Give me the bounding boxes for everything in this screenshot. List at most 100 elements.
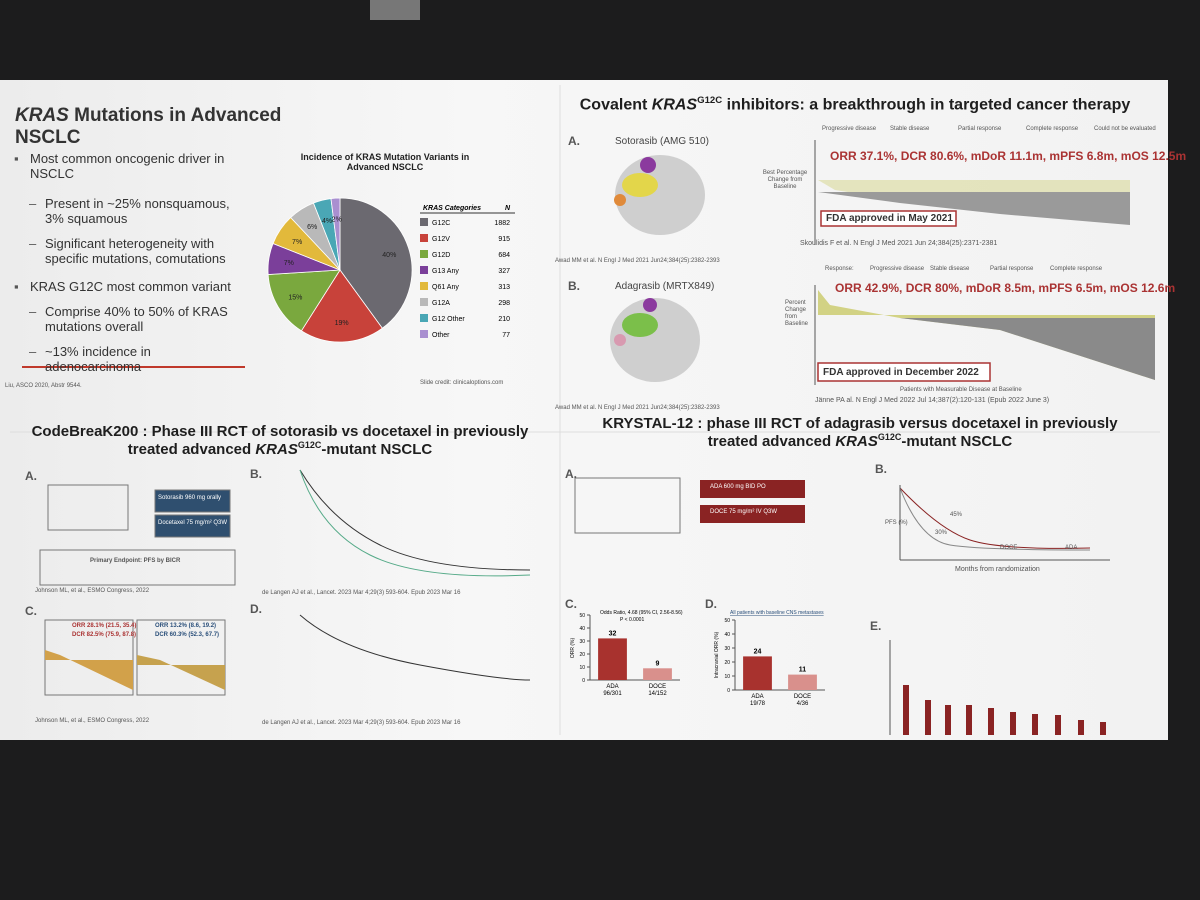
table-cell: G12V [432, 236, 450, 243]
bullet-marker: – [29, 304, 37, 319]
table-cell: 1882 [494, 220, 510, 227]
legend-swatch [420, 234, 428, 242]
approval: FDA approved in December 2022 [823, 367, 979, 378]
legend-entry: Stable disease [890, 126, 930, 132]
stats: ORR 42.9%, DCR 80%, mDoR 8.5m, mPFS 6.5m… [835, 281, 1176, 295]
table-header: N [505, 205, 511, 212]
legend-swatch [420, 330, 428, 338]
table-cell: 210 [498, 316, 510, 323]
title-part: Mutations in Advanced NSCLC [15, 105, 282, 148]
value-label: 24 [754, 648, 762, 655]
y-tick-label: 30 [579, 639, 585, 645]
table-cell: 915 [498, 236, 510, 243]
y-tick-label: 0 [582, 678, 585, 684]
bar [788, 674, 817, 690]
panel-letter: A. [565, 467, 577, 481]
bullet-marker: – [29, 344, 37, 359]
citation: Johnson ML, et al., ESMO Congress, 2022 [35, 588, 150, 594]
panel-letter: E. [870, 619, 882, 633]
citation: de Langen AJ et al., Lancet. 2023 Mar 4;… [262, 720, 461, 726]
arm: DOCE 75 mg/m² IV Q3W [710, 509, 778, 515]
legend-entry: Progressive disease [822, 126, 877, 132]
stats: ORR 13.2% (8.6, 19.2) [155, 623, 217, 629]
protein-structure [610, 155, 705, 382]
schematic [39, 469, 531, 696]
y-tick-label: 10 [724, 674, 730, 680]
stats: DCR 82.5% (75.9, 87.8) [72, 632, 137, 638]
table-cell: 298 [498, 300, 510, 307]
table-cell: G12A [432, 300, 450, 307]
legend-swatch [420, 298, 428, 306]
table-cell: G13 Any [432, 268, 459, 275]
credit: Slide credit: clinicaloptions.com [420, 380, 504, 386]
pie-label: 7% [284, 260, 294, 267]
axis-label: Intracranial ORR (%) [714, 631, 720, 678]
slide-title: CodeBreaK200 : Phase III RCT of sotorasi… [10, 423, 550, 459]
pie-slice [267, 269, 341, 332]
waterfall-plot [814, 140, 1155, 385]
arm: Sotorasib 960 mg orally [158, 495, 222, 501]
panel-letter: B. [250, 467, 262, 481]
title-part: G12C [877, 432, 902, 443]
bullet: Significant heterogeneity with specific … [29, 236, 226, 266]
annotation: Odds Ratio, 4.68 (95% CI, 2.56-8.56) [600, 610, 683, 616]
table-cell: 77 [502, 332, 510, 339]
count-label: 4/36 [797, 701, 809, 707]
panel-letter: A. [25, 469, 37, 483]
citation: Awad MM et al. N Engl J Med 2021 Jun24;3… [555, 405, 720, 411]
table-cell: G12C [432, 220, 450, 227]
title-part: KRAS [835, 433, 878, 451]
pie-label: 15% [288, 294, 302, 301]
value-label: 9 [656, 660, 660, 667]
schematic [574, 477, 1110, 735]
y-tick-label: 20 [724, 660, 730, 666]
bullet: Comprise 40% to 50% of KRAS mutations ov… [29, 304, 228, 334]
legend-entry: Partial response [958, 126, 1002, 132]
table-cell: 313 [498, 284, 510, 291]
citation: de Langen AJ et al., Lancet. 2023 Mar 4;… [262, 590, 461, 596]
x-tick-label: ADA [606, 684, 618, 690]
legend-title: Response: [825, 266, 854, 272]
slide-title: KRYSTAL-12 : phase III RCT of adagrasib … [580, 415, 1140, 451]
arm: Docetaxel 75 mg/m² Q3W [158, 520, 228, 526]
pie-label: 2% [332, 216, 342, 223]
km-mark: 30% [935, 530, 948, 536]
legend-entry: Partial response [990, 266, 1034, 272]
bullet-marker: – [29, 196, 37, 211]
slide-title: KRAS Mutations in Advanced NSCLC [15, 105, 345, 149]
table-cell: Q61 Any [432, 284, 459, 291]
ceiling-fixture [370, 0, 420, 20]
bullet-marker: – [29, 236, 37, 251]
count-label: 19/78 [750, 701, 766, 707]
title-part: KRAS [255, 441, 298, 459]
y-tick-label: 40 [724, 632, 730, 638]
title-part: KRAS [15, 105, 69, 126]
title-part: G12C [697, 95, 723, 106]
legend-swatch [420, 218, 428, 226]
stats: ORR 28.1% (21.5, 35.4) [72, 623, 137, 629]
table-cell: G12D [432, 252, 450, 259]
legend-entry: Complete response [1050, 266, 1103, 272]
pie-label: 40% [382, 252, 396, 259]
panel-letter: B. [875, 462, 887, 476]
annotation: P < 0.0001 [620, 617, 644, 623]
stats: ORR 37.1%, DCR 80.6%, mDoR 11.1m, mPFS 6… [830, 149, 1187, 163]
bullet: Most common oncogenic driver in NSCLC ▪ [14, 151, 225, 181]
panel-letter: C. [25, 604, 37, 618]
axis-label: Best Percentage Change from Baseline [762, 170, 808, 190]
drug-name: Adagrasib (MRTX849) [615, 281, 715, 292]
axis-label: Percent Change from Baseline [785, 300, 809, 327]
title-part: -mutant NSCLC [901, 433, 1013, 451]
y-tick-label: 0 [727, 688, 730, 694]
axis-label: Patients with Measurable Disease at Base… [900, 387, 1022, 393]
table-cell: 684 [498, 252, 510, 259]
y-tick-label: 40 [579, 626, 585, 632]
y-tick-label: 50 [724, 618, 730, 624]
bullet: ~13% incidence in adenocarcinoma – [29, 344, 151, 374]
pie-title: Incidence of KRAS Mutation Variants in A… [300, 152, 470, 173]
title-part: CodeBreaK200 : Phase III RCT of sotorasi… [31, 423, 529, 459]
panel-letter: A. [568, 134, 580, 148]
title-part: inhibitors: a breakthrough in targeted c… [722, 96, 1131, 114]
legend-swatch [420, 314, 428, 322]
